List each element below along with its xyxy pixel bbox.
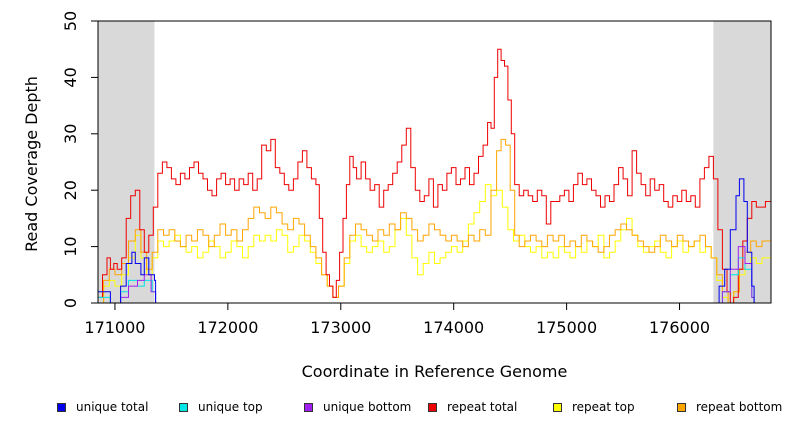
shaded-region bbox=[713, 21, 771, 303]
y-tick-label: 10 bbox=[61, 236, 80, 256]
legend: unique total unique top unique bottom repea… bbox=[0, 400, 792, 420]
legend-label: unique bottom bbox=[323, 400, 412, 414]
y-tick-label: 30 bbox=[61, 124, 80, 144]
legend-label: repeat total bbox=[447, 400, 518, 414]
legend-swatch bbox=[553, 402, 562, 412]
legend-swatch bbox=[428, 402, 437, 412]
legend-item: unique bottom bbox=[304, 400, 411, 414]
x-tick-label: 172000 bbox=[197, 318, 258, 337]
series-line-repeat-bottom bbox=[98, 138, 772, 304]
shaded-region bbox=[98, 21, 155, 303]
legend-item: repeat bottom bbox=[677, 400, 782, 414]
y-tick-label: 50 bbox=[61, 11, 80, 31]
x-axis-label: Coordinate in Reference Genome bbox=[302, 362, 568, 381]
x-tick-label: 175000 bbox=[536, 318, 597, 337]
legend-label: unique total bbox=[76, 400, 149, 414]
series-line-repeat-top bbox=[98, 184, 772, 304]
series-line-unique-top bbox=[98, 257, 771, 304]
legend-item: repeat total bbox=[428, 400, 517, 414]
legend-swatch bbox=[677, 402, 686, 412]
x-tick-label: 171000 bbox=[84, 318, 145, 337]
x-tick-label: 174000 bbox=[423, 318, 484, 337]
legend-swatch bbox=[304, 402, 313, 412]
coverage-chart: 171000 172000 173000 174000 175000 176000 0 10 2… bbox=[22, 11, 772, 381]
y-axis-label: Read Coverage Depth bbox=[22, 76, 41, 252]
legend-swatch bbox=[179, 402, 188, 412]
legend-label: unique top bbox=[198, 400, 263, 414]
plot-frame bbox=[97, 20, 772, 304]
series-line-unique-total bbox=[98, 178, 771, 304]
x-tick-label: 176000 bbox=[649, 318, 710, 337]
legend-label: repeat bottom bbox=[696, 400, 783, 414]
y-tick-label: 0 bbox=[61, 298, 80, 308]
legend-item: repeat top bbox=[553, 400, 635, 414]
y-tick-label: 20 bbox=[61, 180, 80, 200]
legend-label: repeat top bbox=[572, 400, 635, 414]
series-lines bbox=[98, 48, 772, 304]
series-line-repeat-total bbox=[98, 48, 772, 304]
y-tick-label: 40 bbox=[61, 67, 80, 87]
axes: 171000 172000 173000 174000 175000 176000 0 10 2… bbox=[61, 11, 710, 337]
legend-swatch bbox=[57, 402, 66, 412]
legend-item: unique total bbox=[57, 400, 148, 414]
shaded-regions bbox=[98, 21, 771, 303]
legend-item: unique top bbox=[179, 400, 263, 414]
x-tick-label: 173000 bbox=[310, 318, 371, 337]
